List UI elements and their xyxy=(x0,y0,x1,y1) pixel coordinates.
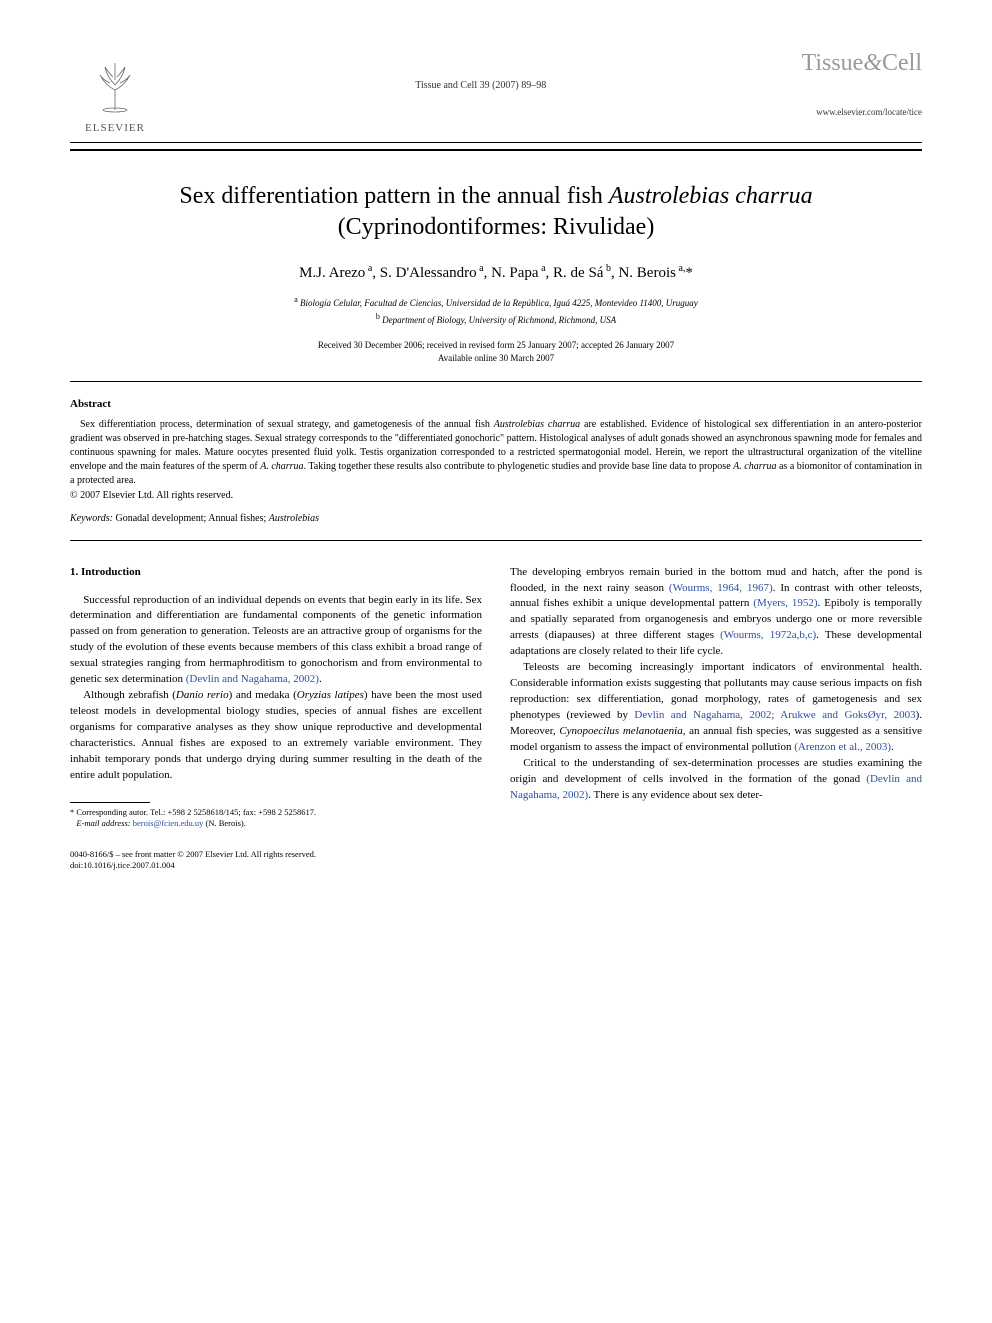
affiliation-b: Department of Biology, University of Ric… xyxy=(382,315,616,325)
online-date: Available online 30 March 2007 xyxy=(70,352,922,365)
publisher-name: ELSEVIER xyxy=(85,122,145,134)
citation-link[interactable]: (Wourms, 1972a,b,c) xyxy=(720,629,816,641)
intro-p1: Successful reproduction of an individual… xyxy=(70,593,482,689)
abstract-body: Sex differentiation process, determinati… xyxy=(70,418,922,488)
intro-p5: Critical to the understanding of sex-det… xyxy=(510,756,922,804)
page-footer: 0040-8166/$ – see front matter © 2007 El… xyxy=(70,849,922,871)
issn-line: 0040-8166/$ – see front matter © 2007 El… xyxy=(70,849,922,860)
article-title: Sex differentiation pattern in the annua… xyxy=(70,181,922,243)
intro-p2: Although zebrafish (Danio rerio) and med… xyxy=(70,688,482,784)
abstract-heading: Abstract xyxy=(70,398,922,410)
rule xyxy=(70,540,922,541)
email-link[interactable]: berois@fcien.edu.uy xyxy=(133,818,204,828)
corresponding-author-footnote: * Corresponding autor. Tel.: +598 2 5258… xyxy=(70,807,482,829)
keywords-label: Keywords: xyxy=(70,513,113,524)
citation-link[interactable]: (Devlin and Nagahama, 2002) xyxy=(186,673,319,685)
title-species: Austrolebias charrua xyxy=(609,183,813,209)
received-date: Received 30 December 2006; received in r… xyxy=(70,339,922,352)
journal-logo-text: Tissue&Cell xyxy=(802,50,923,77)
rule xyxy=(70,142,922,143)
column-right: The developing embryos remain buried in … xyxy=(510,565,922,829)
journal-logo-block: Tissue&Cell www.elsevier.com/locate/tice xyxy=(802,50,923,117)
rule xyxy=(70,149,922,151)
article-body: 1. Introduction Successful reproduction … xyxy=(70,565,922,829)
journal-url: www.elsevier.com/locate/tice xyxy=(802,107,923,117)
column-left: 1. Introduction Successful reproduction … xyxy=(70,565,482,829)
citation-link[interactable]: (Myers, 1952) xyxy=(753,597,817,609)
article-dates: Received 30 December 2006; received in r… xyxy=(70,339,922,364)
doi-line: doi:10.1016/j.tice.2007.01.004 xyxy=(70,860,922,871)
citation-link[interactable]: (Arenzon et al., 2003) xyxy=(794,741,891,753)
footnote-rule xyxy=(70,802,150,803)
citation-link[interactable]: Devlin and Nagahama, 2002; Arukwe and Go… xyxy=(634,709,915,721)
intro-p3: The developing embryos remain buried in … xyxy=(510,565,922,661)
elsevier-tree-icon xyxy=(80,50,150,120)
citation-line: Tissue and Cell 39 (2007) 89–98 xyxy=(415,50,546,91)
citation-link[interactable]: (Wourms, 1964, 1967) xyxy=(669,582,773,594)
author-list: M.J. Arezo a, S. D'Alessandro a, N. Papa… xyxy=(70,263,922,282)
title-subtitle: (Cyprinodontiformes: Rivulidae) xyxy=(338,214,655,240)
affiliations: a Biología Celular, Facultad de Ciencias… xyxy=(70,294,922,327)
section-heading-intro: 1. Introduction xyxy=(70,565,482,581)
rule xyxy=(70,381,922,382)
affiliation-a: Biología Celular, Facultad de Ciencias, … xyxy=(300,298,698,308)
intro-p4: Teleosts are becoming increasingly impor… xyxy=(510,660,922,756)
keywords-line: Keywords: Gonadal development; Annual fi… xyxy=(70,513,922,524)
abstract-copyright: © 2007 Elsevier Ltd. All rights reserved… xyxy=(70,490,922,501)
keywords-species: Austrolebias xyxy=(269,513,319,524)
keywords-text: Gonadal development; Annual fishes; xyxy=(113,513,269,524)
title-text: Sex differentiation pattern in the annua… xyxy=(179,183,608,209)
publisher-logo: ELSEVIER xyxy=(70,50,160,134)
journal-header: ELSEVIER Tissue and Cell 39 (2007) 89–98… xyxy=(70,50,922,134)
